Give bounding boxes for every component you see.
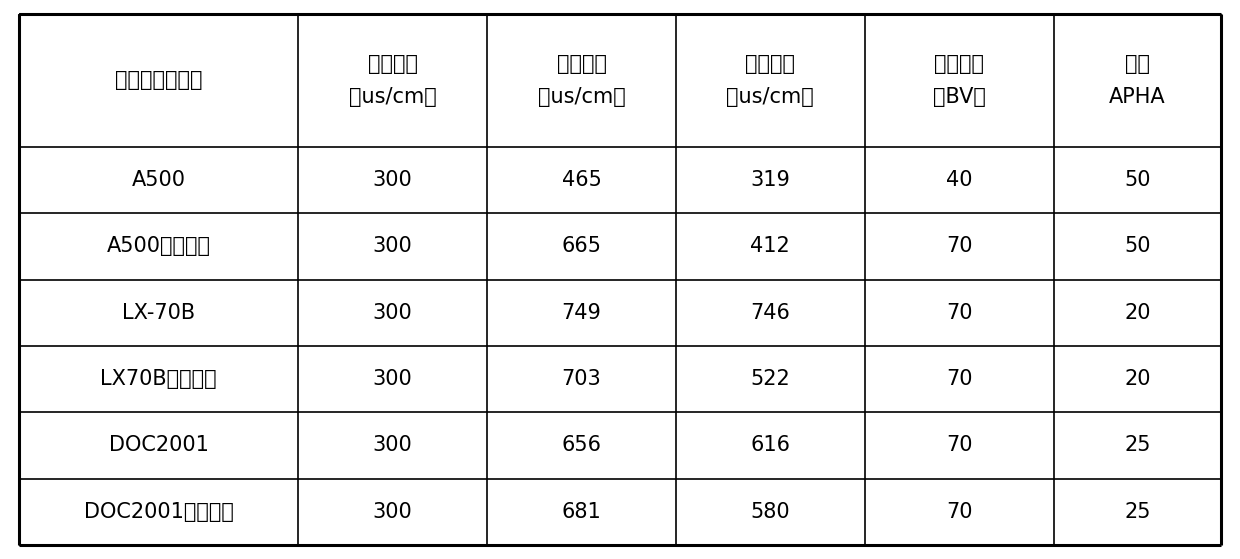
Text: 70: 70 [946,302,972,323]
Text: 溶剂电导
（us/cm）: 溶剂电导 （us/cm） [348,54,436,107]
Text: 681: 681 [562,502,601,522]
Text: 412: 412 [750,236,790,257]
Text: DOC2001（再生）: DOC2001（再生） [83,502,233,522]
Text: 70: 70 [946,369,972,389]
Text: LX-70B: LX-70B [122,302,195,323]
Text: 70: 70 [946,236,972,257]
Text: 20: 20 [1125,302,1151,323]
Text: 40: 40 [946,170,972,190]
Text: 20: 20 [1125,369,1151,389]
Text: 末期电导
（us/cm）: 末期电导 （us/cm） [727,54,815,107]
Text: DOC2001: DOC2001 [109,435,208,456]
Text: 656: 656 [562,435,601,456]
Text: 离子交换膜型号: 离子交换膜型号 [115,70,202,91]
Text: 50: 50 [1125,170,1151,190]
Text: 749: 749 [562,302,601,323]
Text: 300: 300 [373,502,413,522]
Text: 50: 50 [1125,236,1151,257]
Text: 580: 580 [750,502,790,522]
Text: 25: 25 [1125,435,1151,456]
Text: 465: 465 [562,170,601,190]
Text: 300: 300 [373,369,413,389]
Text: A500: A500 [131,170,186,190]
Text: 703: 703 [562,369,601,389]
Text: 665: 665 [562,236,601,257]
Text: A500（再生）: A500（再生） [107,236,211,257]
Text: 300: 300 [373,302,413,323]
Text: 746: 746 [750,302,790,323]
Text: 616: 616 [750,435,790,456]
Text: 25: 25 [1125,502,1151,522]
Text: 300: 300 [373,170,413,190]
Text: 70: 70 [946,502,972,522]
Text: 初始电导
（us/cm）: 初始电导 （us/cm） [538,54,625,107]
Text: LX70B（再生）: LX70B（再生） [100,369,217,389]
Text: 319: 319 [750,170,790,190]
Text: 70: 70 [946,435,972,456]
Text: 522: 522 [750,369,790,389]
Text: 300: 300 [373,435,413,456]
Text: 交换倍数
（BV）: 交换倍数 （BV） [932,54,986,107]
Text: 色度
APHA: 色度 APHA [1109,54,1166,107]
Text: 300: 300 [373,236,413,257]
